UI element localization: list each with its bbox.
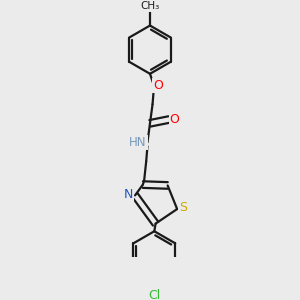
Text: Cl: Cl (148, 289, 160, 300)
Text: CH₃: CH₃ (140, 2, 160, 11)
Text: O: O (153, 79, 163, 92)
Text: O: O (170, 113, 180, 126)
Text: S: S (179, 201, 188, 214)
Text: HN: HN (129, 136, 147, 149)
Text: N: N (124, 188, 134, 201)
